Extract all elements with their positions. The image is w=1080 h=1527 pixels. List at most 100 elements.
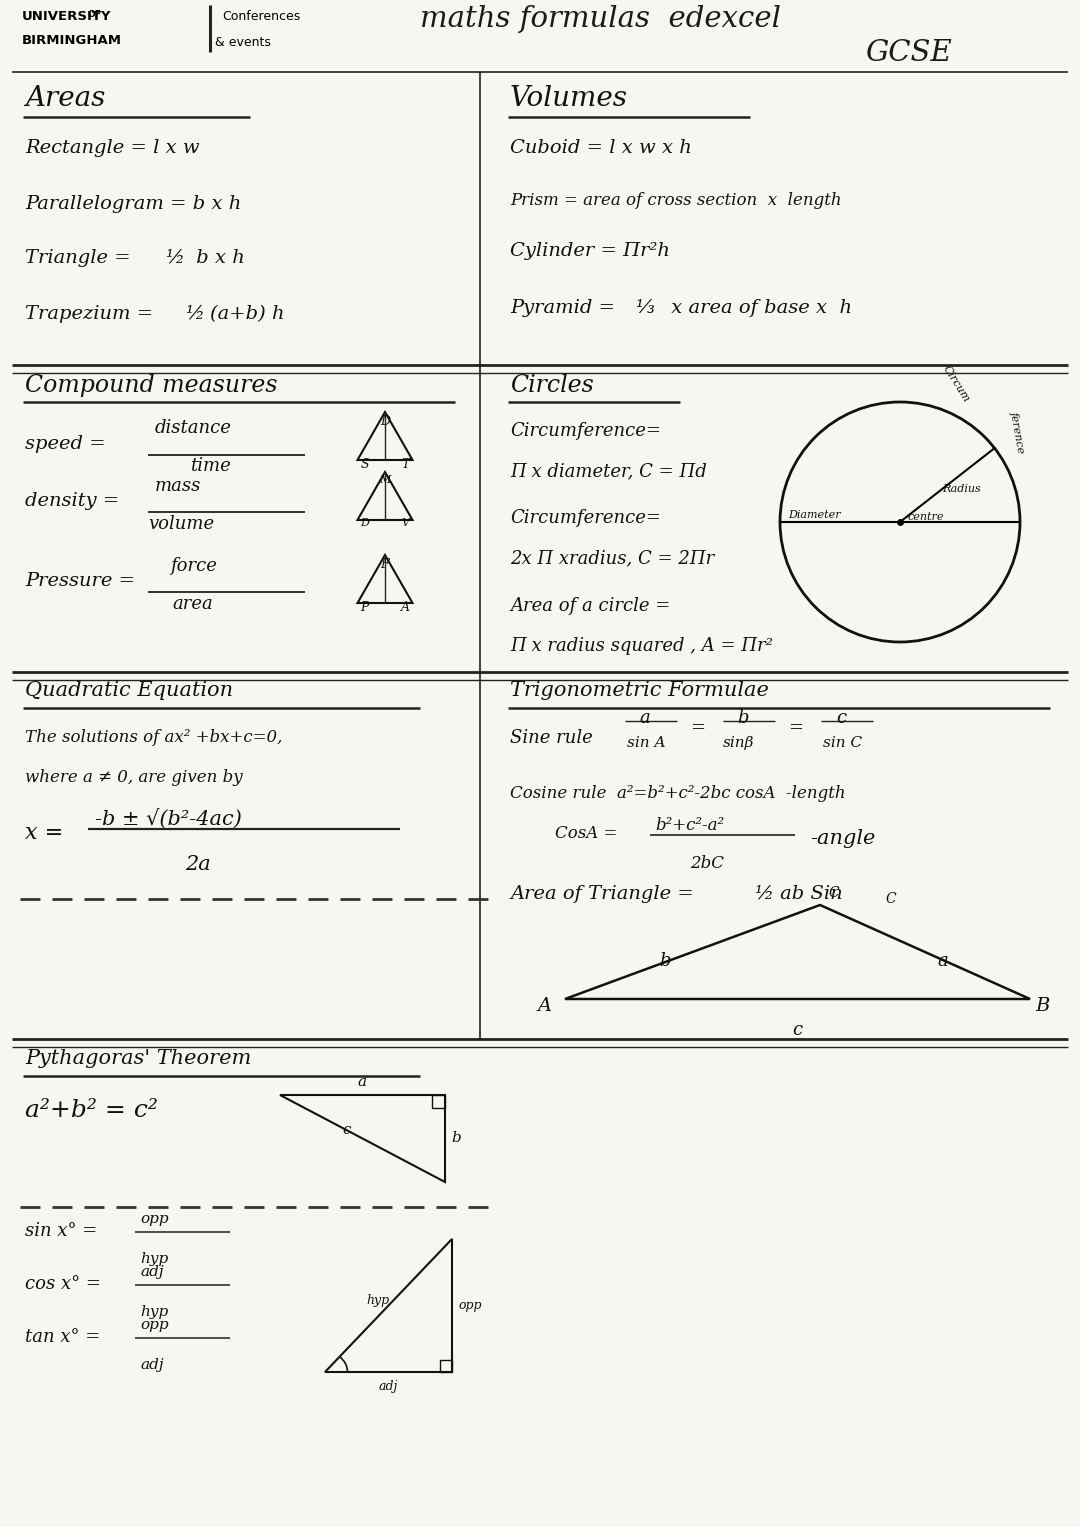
Text: ½ ab Sin: ½ ab Sin — [755, 886, 842, 902]
Text: UNIVERSITY: UNIVERSITY — [22, 11, 111, 23]
Text: hyp: hyp — [366, 1293, 390, 1307]
Text: ½: ½ — [165, 249, 184, 267]
Text: ½: ½ — [185, 305, 204, 324]
Text: Quadratic Equation: Quadratic Equation — [25, 681, 233, 699]
Text: Diameter: Diameter — [788, 510, 840, 521]
Text: A: A — [401, 602, 410, 614]
Text: adj: adj — [140, 1358, 164, 1371]
Text: Radius: Radius — [942, 484, 981, 495]
Text: Conferences: Conferences — [222, 11, 300, 23]
Text: sinβ: sinβ — [723, 736, 755, 750]
Text: P: P — [361, 602, 368, 614]
Text: (a+b) h: (a+b) h — [210, 305, 284, 324]
Text: M: M — [379, 475, 391, 486]
Text: C: C — [828, 886, 839, 899]
Text: Circumference=: Circumference= — [510, 421, 661, 440]
Text: speed =: speed = — [25, 435, 106, 454]
Text: Cosine rule  a²=b²+c²-2bc cosA  -length: Cosine rule a²=b²+c²-2bc cosA -length — [510, 785, 846, 802]
Text: =: = — [788, 719, 804, 738]
Text: BIRMINGHAM: BIRMINGHAM — [22, 34, 122, 47]
Text: Parallelogram = b x h: Parallelogram = b x h — [25, 195, 241, 212]
Text: a: a — [357, 1075, 367, 1089]
Text: Areas: Areas — [25, 86, 106, 111]
Text: centre: centre — [908, 512, 945, 522]
Text: x area of base x  h: x area of base x h — [665, 299, 852, 318]
Text: 2x Π xradius, C = 2Πr: 2x Π xradius, C = 2Πr — [510, 550, 714, 567]
Text: Sine rule: Sine rule — [510, 728, 593, 747]
Text: b x h: b x h — [190, 249, 245, 267]
Text: A: A — [537, 997, 551, 1015]
Text: Circum: Circum — [941, 363, 971, 405]
Text: Pyramid =: Pyramid = — [510, 299, 621, 318]
Text: Pressure =: Pressure = — [25, 573, 135, 589]
Text: b: b — [659, 951, 671, 970]
Text: D: D — [380, 415, 390, 428]
Text: S: S — [361, 458, 368, 470]
Text: hyp: hyp — [140, 1252, 168, 1266]
Text: Compound measures: Compound measures — [25, 374, 278, 397]
Text: cos x° =: cos x° = — [25, 1275, 107, 1293]
Text: area: area — [172, 596, 213, 612]
Text: time: time — [190, 457, 231, 475]
Text: where a ≠ 0, are given by: where a ≠ 0, are given by — [25, 770, 243, 786]
Text: V: V — [402, 518, 409, 528]
Text: Area of a circle =: Area of a circle = — [510, 597, 671, 615]
Text: force: force — [170, 557, 217, 576]
Text: Prism = area of cross section  x  length: Prism = area of cross section x length — [510, 192, 841, 209]
Text: b: b — [738, 709, 748, 727]
Text: opp: opp — [140, 1318, 168, 1332]
Text: hyp: hyp — [140, 1306, 168, 1319]
Text: a: a — [937, 951, 948, 970]
Text: GCSE: GCSE — [865, 40, 951, 67]
Text: The solutions of ax² +bx+c=0,: The solutions of ax² +bx+c=0, — [25, 728, 282, 747]
Text: -angle: -angle — [810, 829, 876, 847]
Text: c: c — [342, 1124, 351, 1138]
Text: Π x radius squared , A = Πr²: Π x radius squared , A = Πr² — [510, 637, 773, 655]
Text: a: a — [639, 709, 650, 727]
Text: mass: mass — [156, 476, 201, 495]
Text: opp: opp — [140, 1212, 168, 1226]
Text: tan x° =: tan x° = — [25, 1328, 106, 1345]
Text: c: c — [793, 1022, 802, 1038]
Text: Π x diameter, C = Πd: Π x diameter, C = Πd — [510, 463, 706, 479]
Text: Circles: Circles — [510, 374, 594, 397]
Text: F: F — [380, 557, 389, 571]
Text: Cylinder = Πr²h: Cylinder = Πr²h — [510, 241, 670, 260]
Text: C: C — [885, 892, 895, 906]
Text: Volumes: Volumes — [510, 86, 627, 111]
Text: b²+c²-a²: b²+c²-a² — [654, 817, 724, 834]
Text: T: T — [402, 458, 409, 470]
Text: & events: & events — [215, 37, 271, 49]
Text: x =: x = — [25, 822, 70, 844]
Text: D: D — [360, 518, 369, 528]
Text: 2a: 2a — [185, 855, 211, 873]
Text: c: c — [836, 709, 846, 727]
Text: OF: OF — [87, 11, 100, 18]
Text: 2bC: 2bC — [690, 855, 724, 872]
Text: Circumference=: Circumference= — [510, 508, 661, 527]
Text: a²+b² = c²: a²+b² = c² — [25, 1099, 158, 1122]
Text: B: B — [1035, 997, 1050, 1015]
Text: volume: volume — [148, 515, 214, 533]
Text: Pythagoras' Theorem: Pythagoras' Theorem — [25, 1049, 252, 1067]
Text: Cuboid = l x w x h: Cuboid = l x w x h — [510, 139, 692, 157]
Text: sin C: sin C — [823, 736, 862, 750]
Text: -b ± √(b²-4ac): -b ± √(b²-4ac) — [95, 809, 242, 829]
Text: Trapezium =: Trapezium = — [25, 305, 160, 324]
Text: opp: opp — [458, 1299, 482, 1312]
Text: sin x° =: sin x° = — [25, 1222, 103, 1240]
Text: maths formulas  edexcel: maths formulas edexcel — [420, 5, 781, 34]
Text: =: = — [690, 719, 705, 738]
Text: b: b — [451, 1132, 461, 1145]
Bar — [440, 1361, 453, 1371]
Text: Triangle =: Triangle = — [25, 249, 137, 267]
Text: ⅓: ⅓ — [635, 299, 653, 318]
Text: adj: adj — [140, 1264, 164, 1280]
Text: CosA =: CosA = — [555, 825, 618, 841]
Text: sin A: sin A — [627, 736, 665, 750]
Text: density =: density = — [25, 492, 119, 510]
Text: adj: adj — [379, 1380, 399, 1393]
Text: Area of Triangle =: Area of Triangle = — [510, 886, 700, 902]
Bar — [432, 1095, 445, 1109]
Text: Trigonometric Formulae: Trigonometric Formulae — [510, 681, 769, 699]
